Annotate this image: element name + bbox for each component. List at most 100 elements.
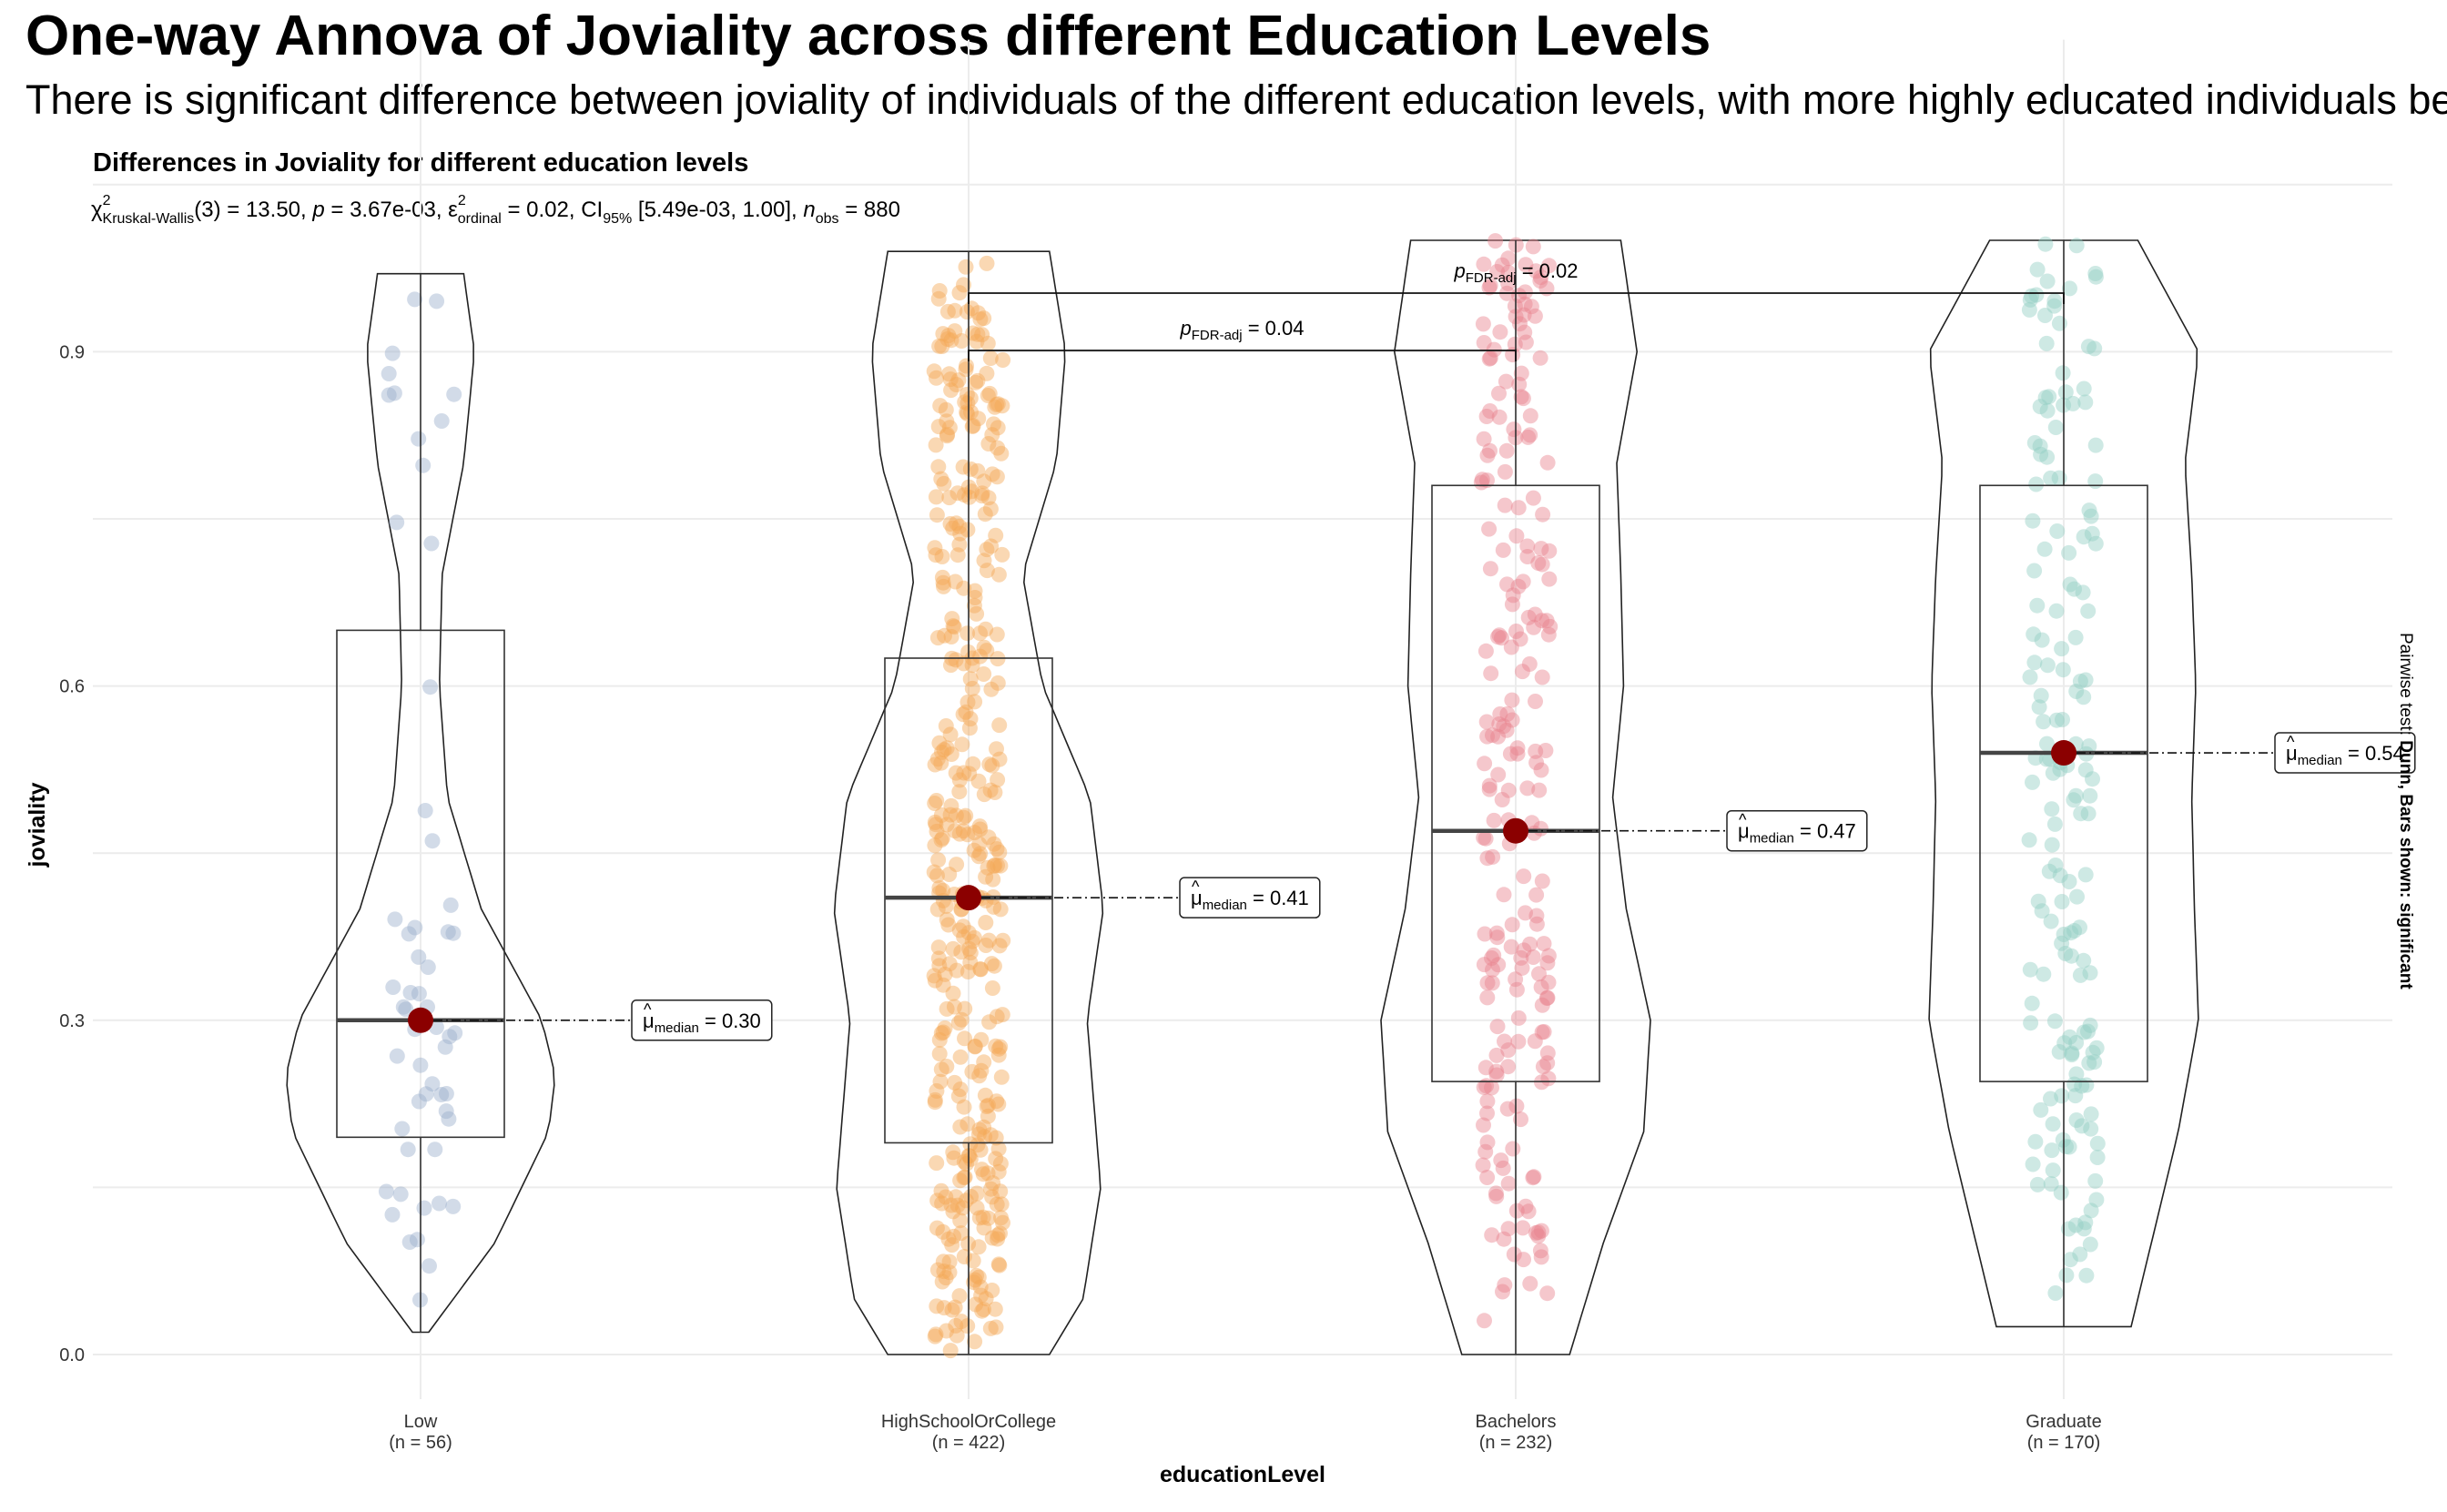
- data-point: [943, 332, 960, 349]
- data-point: [976, 1054, 992, 1071]
- data-point: [2046, 1013, 2063, 1030]
- data-point: [1492, 324, 1508, 340]
- data-point: [2087, 1172, 2104, 1189]
- median-point: [2051, 740, 2076, 766]
- data-point: [948, 377, 964, 392]
- box-1: [884, 657, 1053, 1144]
- data-point: [970, 411, 987, 427]
- data-point: [976, 473, 992, 490]
- median-label-text: μmedian = 0.47: [1738, 820, 1856, 847]
- data-point: [2088, 1192, 2105, 1208]
- data-point: [992, 1225, 1008, 1242]
- data-point: [945, 520, 961, 536]
- data-point: [2043, 470, 2059, 486]
- data-point: [990, 1141, 1007, 1157]
- data-point: [987, 857, 1003, 873]
- data-point: [941, 366, 958, 382]
- data-point: [1490, 957, 1507, 973]
- data-point: [1525, 1170, 1541, 1186]
- data-point: [951, 285, 968, 301]
- data-point: [1500, 275, 1517, 291]
- data-point: [427, 1142, 443, 1158]
- data-point: [2083, 1202, 2099, 1219]
- data-point: [952, 1213, 969, 1229]
- data-point: [981, 1014, 998, 1030]
- data-point: [1505, 1141, 1521, 1157]
- median-label-sub: median: [1750, 831, 1794, 847]
- data-point: [1510, 500, 1527, 516]
- data-point: [940, 1231, 957, 1247]
- data-point: [959, 404, 975, 421]
- data-point: [992, 1183, 1009, 1200]
- data-point: [1530, 1224, 1547, 1241]
- data-point: [972, 648, 989, 665]
- data-point: [980, 436, 997, 452]
- data-point: [2076, 952, 2092, 969]
- data-point: [930, 852, 947, 868]
- data-point: [933, 1061, 949, 1078]
- data-point: [980, 932, 997, 949]
- data-point: [2067, 629, 2084, 645]
- data-point: [1504, 917, 1520, 933]
- data-point: [934, 744, 949, 760]
- data-point: [929, 507, 945, 523]
- data-point: [972, 311, 989, 328]
- data-point: [1487, 1185, 1504, 1202]
- data-point: [945, 1203, 961, 1220]
- data-point: [947, 1074, 963, 1091]
- data-point: [993, 445, 1010, 462]
- data-point: [931, 283, 948, 299]
- data-point: [433, 413, 450, 429]
- data-point: [960, 1318, 976, 1334]
- data-point: [964, 1063, 980, 1080]
- data-point: [2082, 787, 2098, 804]
- data-point: [1508, 971, 1524, 988]
- data-point: [2021, 301, 2037, 318]
- data-point: [962, 945, 979, 961]
- data-point: [928, 547, 944, 563]
- data-point: [929, 823, 945, 839]
- data-point: [2077, 867, 2094, 883]
- data-point: [1514, 959, 1530, 976]
- data-point: [2038, 335, 2055, 351]
- data-point: [964, 933, 980, 949]
- violin-0: [286, 272, 555, 1334]
- data-point: [424, 1076, 441, 1092]
- data-point: [973, 1031, 990, 1048]
- data-point: [2061, 544, 2077, 561]
- data-point: [967, 1272, 983, 1288]
- data-point: [423, 535, 440, 552]
- data-point: [1476, 1080, 1492, 1095]
- data-point: [949, 547, 966, 563]
- data-point: [1476, 335, 1492, 350]
- data-point: [2077, 672, 2094, 688]
- data-point: [963, 1189, 979, 1204]
- data-point: [2068, 1112, 2085, 1128]
- data-point: [2041, 863, 2057, 879]
- data-point: [2061, 874, 2077, 889]
- data-point: [950, 1015, 967, 1031]
- data-point: [412, 1057, 429, 1073]
- data-point: [1532, 1243, 1548, 1259]
- data-point: [960, 522, 976, 538]
- data-point: [990, 675, 1006, 691]
- data-point: [934, 830, 950, 847]
- data-point: [935, 1024, 951, 1040]
- data-point: [977, 506, 993, 523]
- data-point: [2054, 641, 2070, 657]
- data-point: [2039, 657, 2056, 674]
- data-point: [2066, 923, 2083, 939]
- data-point: [956, 809, 972, 826]
- data-point: [1498, 373, 1514, 390]
- median-label-mu: μ: [643, 1010, 655, 1032]
- data-point: [1508, 624, 1524, 639]
- data-point: [1497, 463, 1513, 480]
- data-point: [1525, 949, 1541, 965]
- data-point: [987, 1301, 1003, 1317]
- median-layer: μmedian = 0.30^μmedian = 0.41^μmedian = …: [408, 732, 2416, 1041]
- y-tick-label: 0.3: [59, 1011, 85, 1031]
- data-point: [965, 756, 981, 772]
- data-point: [960, 964, 976, 979]
- data-point: [1539, 955, 1556, 971]
- data-point: [929, 901, 946, 918]
